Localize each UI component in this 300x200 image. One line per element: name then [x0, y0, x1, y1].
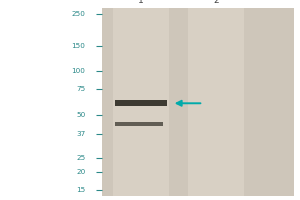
- Bar: [113, 8, 169, 196]
- Text: 37: 37: [76, 131, 86, 137]
- Text: 50: 50: [76, 112, 86, 118]
- Text: 75: 75: [76, 86, 86, 92]
- Bar: [102, 8, 294, 196]
- Text: 150: 150: [72, 43, 86, 49]
- Text: 250: 250: [72, 11, 86, 17]
- Bar: [188, 8, 244, 196]
- Text: 100: 100: [72, 68, 86, 74]
- Text: 15: 15: [76, 187, 86, 193]
- Bar: [115, 122, 163, 126]
- Text: 25: 25: [76, 155, 86, 161]
- Text: 2: 2: [213, 0, 219, 5]
- Bar: [115, 100, 167, 106]
- Text: 1: 1: [138, 0, 144, 5]
- Text: 20: 20: [76, 169, 86, 175]
